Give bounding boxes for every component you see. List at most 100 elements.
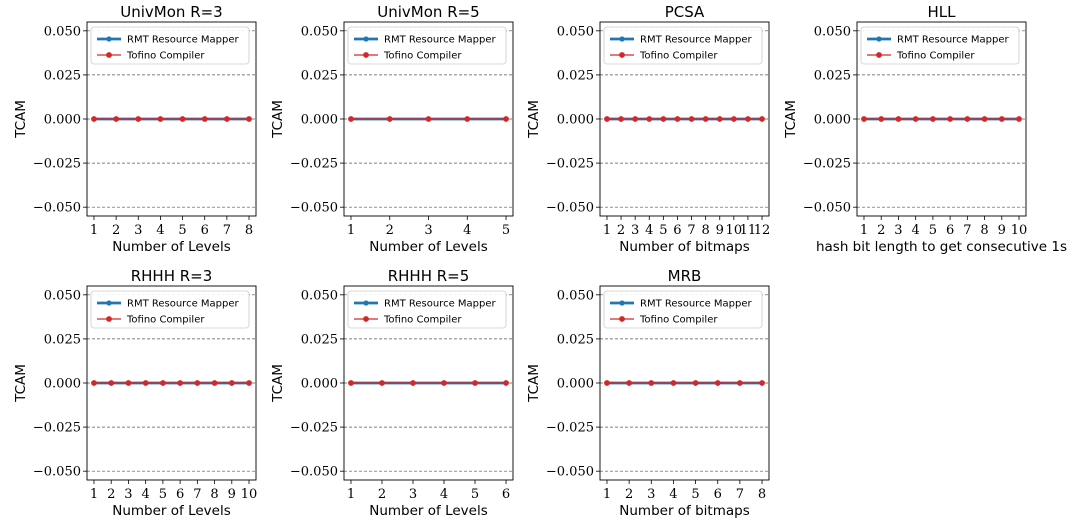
y-tick-label: −0.025	[803, 157, 851, 172]
legend-label: Tofino Compiler	[896, 51, 975, 62]
x-tick-label: 8	[210, 487, 218, 502]
legend-box	[603, 290, 763, 329]
legend-marker-rmt	[619, 300, 625, 306]
subplot-title: RHHH R=5	[388, 267, 470, 285]
legend-marker-tofino	[363, 316, 369, 322]
legend-marker-tofino	[619, 52, 625, 58]
data-point-tofino	[441, 380, 447, 386]
subplot-title: UnivMon R=3	[120, 3, 222, 21]
y-tick-label: −0.025	[546, 157, 594, 172]
x-tick-label: 1	[860, 223, 868, 238]
x-tick-label: 5	[471, 487, 479, 502]
x-tick-label: 7	[736, 487, 744, 502]
x-tick-label: 3	[424, 223, 432, 238]
x-tick-label: 7	[687, 223, 695, 238]
data-point-tofino	[379, 380, 385, 386]
x-tick-label: 11	[740, 223, 757, 238]
data-point-tofino	[604, 116, 610, 122]
data-point-tofino	[861, 116, 867, 122]
data-point-tofino	[646, 116, 653, 122]
data-point-tofino	[692, 380, 699, 386]
data-point-tofino	[688, 116, 695, 122]
data-point-tofino	[228, 380, 235, 386]
x-tick-label: 9	[998, 223, 1006, 238]
axes-frame	[343, 21, 514, 217]
legend-box	[347, 290, 507, 329]
y-axis-label: TCAM	[13, 100, 29, 139]
data-point-tofino	[964, 116, 971, 122]
legend-marker-tofino	[106, 52, 112, 58]
legend-marker-rmt	[106, 300, 112, 306]
legend-box	[603, 26, 763, 65]
y-tick-label: −0.050	[803, 201, 851, 216]
data-point-tofino	[223, 116, 230, 122]
y-tick-label: 0.000	[557, 113, 594, 128]
data-point-tofino	[895, 116, 902, 122]
data-point-tofino	[108, 380, 115, 386]
x-tick-label: 4	[156, 223, 164, 238]
x-axis-label: Number of Levels	[112, 503, 231, 519]
x-axis-label: hash bit length to get consecutive 1s	[816, 239, 1067, 255]
y-tick-label: 0.000	[44, 377, 81, 392]
legend-label: Tofino Compiler	[383, 51, 462, 62]
data-point-tofino	[179, 116, 186, 122]
axes-frame	[599, 21, 770, 217]
data-point-tofino	[142, 380, 149, 386]
axes-frame	[856, 21, 1027, 217]
x-tick-label: 6	[201, 223, 209, 238]
x-tick-label: 5	[159, 487, 167, 502]
data-point-tofino	[464, 116, 471, 122]
x-tick-label: 7	[223, 223, 231, 238]
data-point-tofino	[716, 116, 723, 122]
subplot-title: PCSA	[665, 3, 705, 21]
data-point-tofino	[714, 380, 721, 386]
legend-label: Tofino Compiler	[639, 51, 718, 62]
x-tick-label: 2	[625, 487, 633, 502]
y-tick-label: −0.025	[290, 157, 338, 172]
subplot-5: 0.050 0.025 0.000 −0.025 −0.050 1 2 3 4 5 6 7 8 9 10 RM…	[13, 267, 257, 519]
x-tick-label: 2	[617, 223, 625, 238]
data-point-tofino	[125, 380, 132, 386]
x-tick-label: 3	[124, 487, 132, 502]
x-tick-label: 1	[603, 223, 611, 238]
x-tick-label: 4	[142, 487, 150, 502]
y-tick-label: −0.050	[546, 465, 594, 480]
y-tick-label: 0.050	[44, 24, 81, 39]
x-tick-label: 10	[1011, 223, 1028, 238]
data-point-tofino	[632, 116, 639, 122]
legend-label: RMT Resource Mapper	[127, 35, 240, 46]
x-axis-label: Number of bitmaps	[619, 503, 749, 519]
x-tick-label: 4	[912, 223, 920, 238]
legend-label: RMT Resource Mapper	[127, 299, 240, 310]
y-tick-label: −0.025	[33, 421, 81, 436]
x-tick-label: 2	[386, 223, 394, 238]
y-tick-label: 0.025	[301, 68, 338, 83]
data-point-tofino	[91, 380, 97, 386]
x-tick-label: 10	[241, 487, 258, 502]
data-point-tofino	[759, 380, 765, 386]
x-tick-label: 4	[645, 223, 653, 238]
x-tick-label: 4	[440, 487, 448, 502]
x-tick-label: 5	[929, 223, 937, 238]
y-tick-label: 0.050	[301, 24, 338, 39]
legend-marker-tofino	[619, 316, 625, 322]
subplot-1: 0.050 0.025 0.000 −0.025 −0.050 1 2 3 4 5 6 7 8 RMT R…	[13, 3, 257, 255]
data-point-tofino	[348, 380, 354, 386]
legend-label: Tofino Compiler	[639, 315, 718, 326]
x-axis-label: Number of Levels	[369, 503, 488, 519]
subplot-2: 0.050 0.025 0.000 −0.025 −0.050 1 2 3 4 5 RMT Reso…	[270, 3, 514, 255]
legend-marker-rmt	[363, 300, 369, 306]
legend-label: RMT Resource Mapper	[640, 35, 753, 46]
y-tick-label: 0.000	[301, 377, 338, 392]
data-point-tofino	[503, 380, 509, 386]
legend: RMT Resource Mapper Tofino Compiler	[860, 26, 1020, 65]
x-tick-label: 1	[90, 223, 98, 238]
legend-box	[860, 26, 1020, 65]
x-tick-label: 6	[714, 487, 722, 502]
data-point-tofino	[736, 380, 743, 386]
data-point-tofino	[759, 116, 765, 122]
x-tick-label: 1	[603, 487, 611, 502]
subplot-title: RHHH R=3	[131, 267, 213, 285]
legend-box	[90, 290, 250, 329]
subplot-7: 0.050 0.025 0.000 −0.025 −0.050 1 2 3 4 5 6 7 8 RMT R…	[526, 267, 770, 519]
